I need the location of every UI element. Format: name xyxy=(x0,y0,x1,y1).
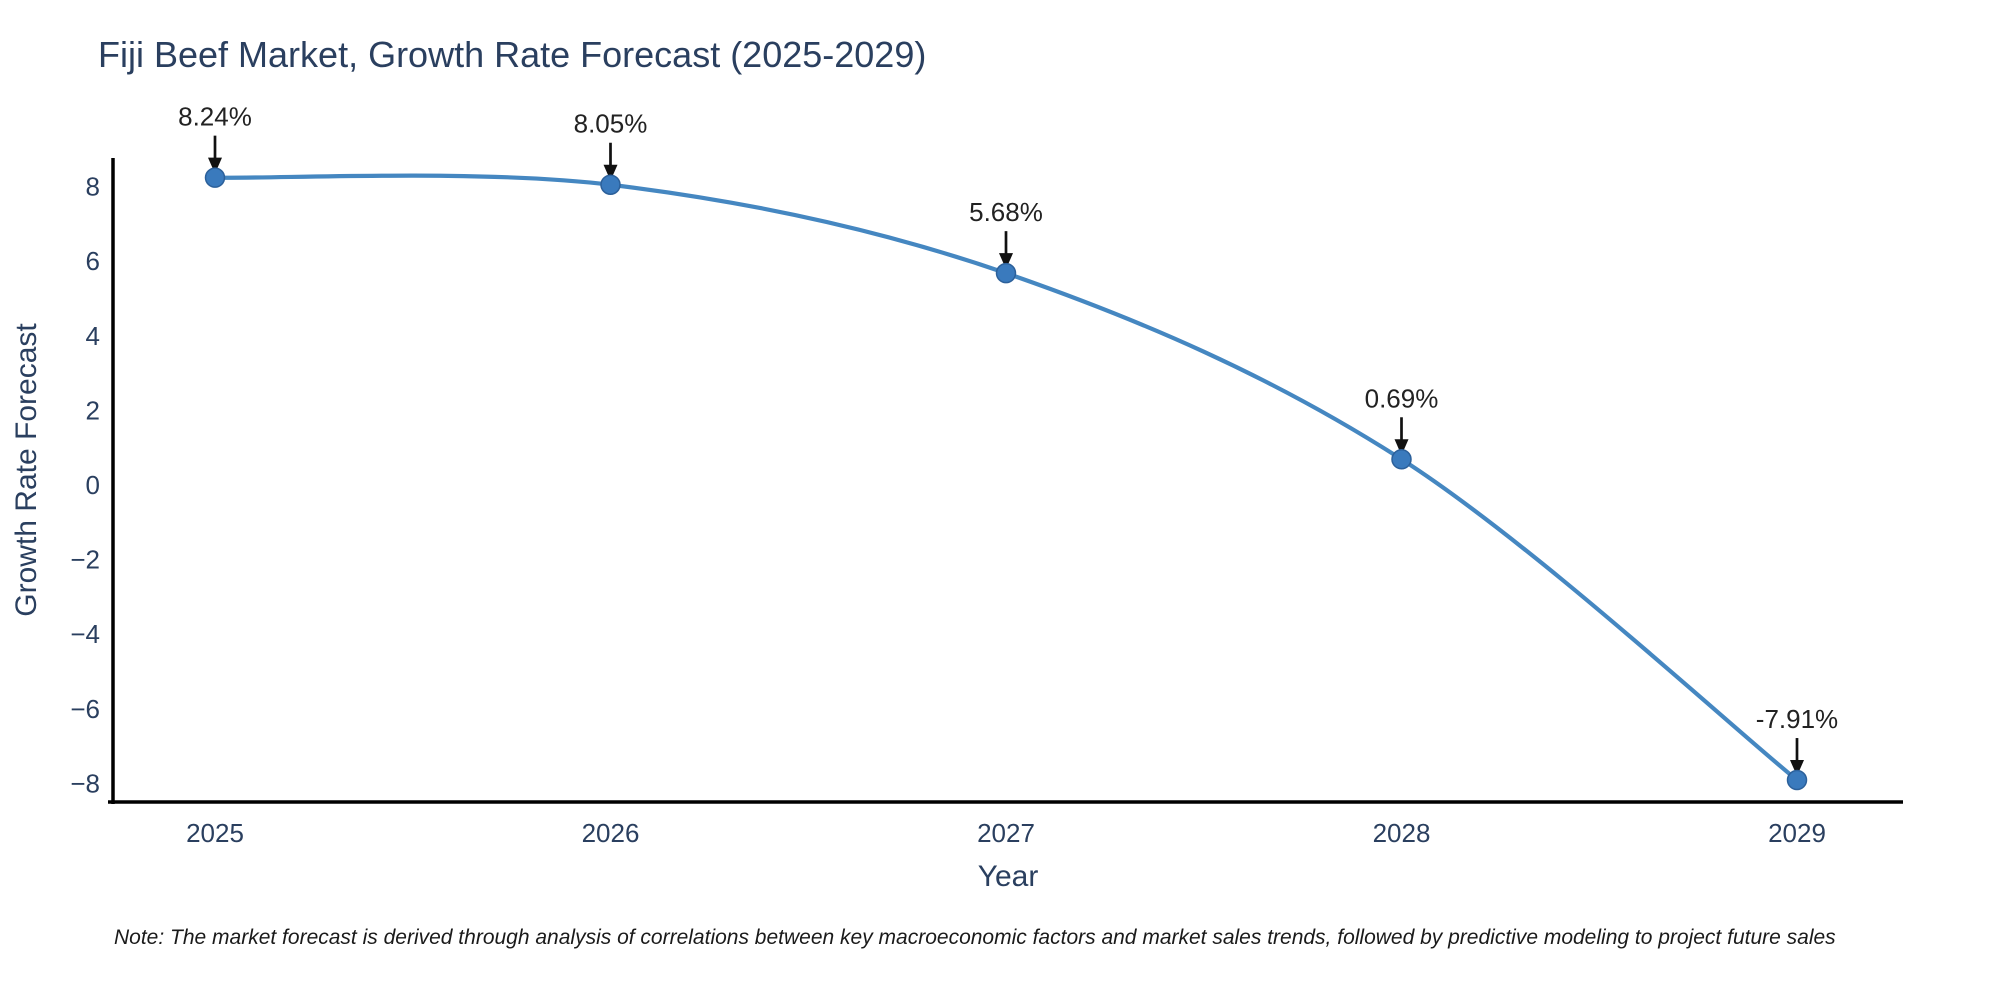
x-tick-label-2027: 2027 xyxy=(977,818,1035,848)
y-tick-label-6: 6 xyxy=(86,246,100,276)
y-tick-label-0: 0 xyxy=(86,470,100,500)
point-annotation-2029: -7.91% xyxy=(1756,704,1838,734)
annotation-arrowhead-2026 xyxy=(603,164,618,181)
data-point-marker-2029[interactable] xyxy=(1786,769,1808,791)
y-tick-label--6: −6 xyxy=(70,694,100,724)
point-annotation-2025: 8.24% xyxy=(178,102,252,132)
y-tick-label--2: −2 xyxy=(70,545,100,575)
annotation-arrowhead-2025 xyxy=(208,157,222,174)
x-tick-label-2025: 2025 xyxy=(186,818,244,848)
footnote: Note: The market forecast is derived thr… xyxy=(114,926,1836,949)
y-tick-label-8: 8 xyxy=(86,172,100,202)
chart-title: Fiji Beef Market, Growth Rate Forecast (… xyxy=(98,34,927,75)
data-point-marker-2028[interactable] xyxy=(1391,449,1412,470)
point-annotation-2027: 5.68% xyxy=(969,197,1043,227)
data-point-marker-2026[interactable] xyxy=(600,174,621,195)
annotation-arrowhead-2029 xyxy=(1790,760,1804,777)
x-tick-label-2029: 2029 xyxy=(1768,818,1826,848)
annotation-arrowhead-2027 xyxy=(999,253,1013,270)
x-tick-label-2028: 2028 xyxy=(1373,818,1431,848)
y-tick-label--8: −8 xyxy=(70,768,100,798)
annotation-arrowhead-2028 xyxy=(1394,439,1409,456)
y-tick-label-2: 2 xyxy=(86,395,100,425)
point-annotation-2026: 8.05% xyxy=(574,109,648,139)
data-point-marker-2027[interactable] xyxy=(995,262,1017,284)
x-tick-label-2026: 2026 xyxy=(582,818,640,848)
point-annotation-2028: 0.69% xyxy=(1365,383,1439,413)
y-tick-label--4: −4 xyxy=(70,619,100,649)
y-axis-title: Growth Rate Forecast xyxy=(10,323,43,617)
y-tick-label-4: 4 xyxy=(86,321,100,351)
data-point-marker-2025[interactable] xyxy=(204,167,226,188)
x-axis-title: Year xyxy=(977,860,1039,893)
